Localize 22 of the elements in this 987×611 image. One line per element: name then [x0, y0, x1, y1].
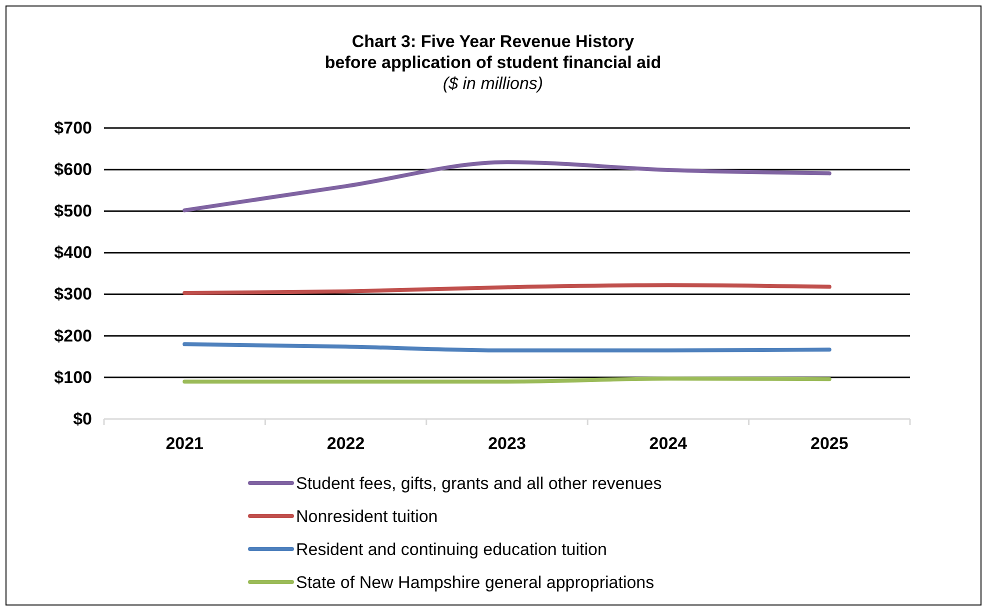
legend-label: Nonresident tuition: [296, 507, 438, 526]
y-tick-label: $300: [54, 284, 92, 304]
chart-title: Chart 3: Five Year Revenue History before application of student financial aid: [324, 32, 662, 72]
line-series: [182, 342, 832, 352]
x-tick-label: 2023: [488, 434, 526, 454]
x-tick-label: 2024: [649, 434, 688, 454]
legend-label: Student fees, gifts, grants and all other revenues: [296, 474, 662, 493]
y-tick-label: $500: [54, 202, 92, 221]
x-tick-label: 2022: [326, 434, 365, 454]
y-tick-label: $600: [54, 160, 92, 180]
y-tick-label: $100: [54, 368, 92, 387]
legend-label: State of New Hampshire general appropriations: [296, 573, 654, 592]
line-series: [182, 283, 832, 296]
legend-label: Resident and continuing education tuition: [296, 540, 607, 559]
x-tick-label: 2021: [166, 434, 204, 454]
y-tick-label: $200: [54, 326, 92, 346]
chart-subtitle: ($ in millions): [442, 74, 544, 93]
y-tick-label: $700: [54, 118, 92, 138]
y-tick-label: $0: [73, 409, 92, 428]
x-tick-label: 2025: [810, 434, 848, 454]
y-tick-label: $400: [54, 243, 92, 262]
line-series: [182, 160, 832, 212]
